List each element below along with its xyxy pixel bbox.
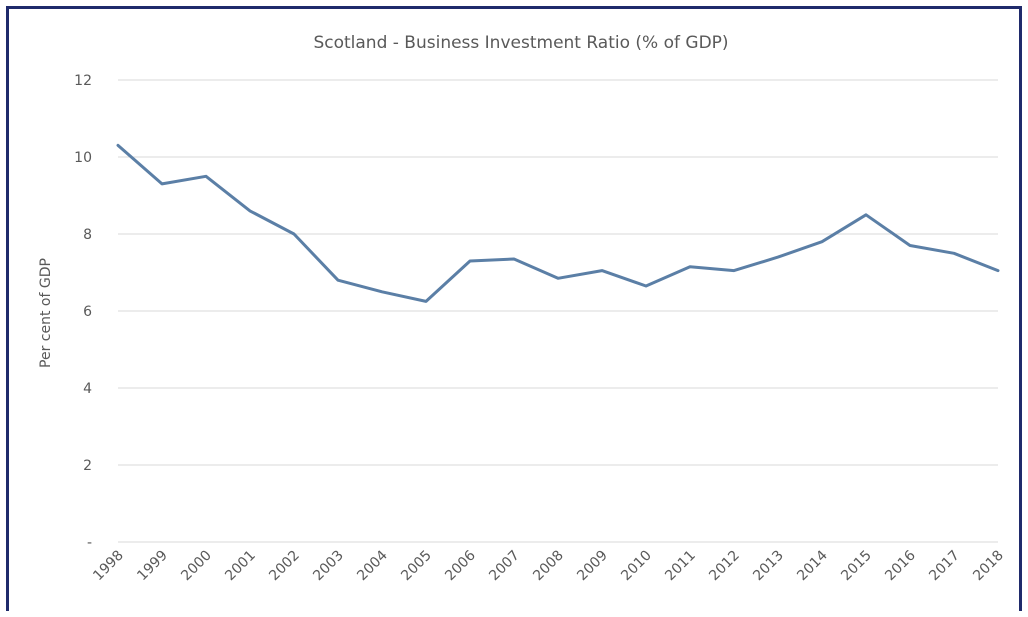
x-tick-labels: 1998 1999 2000 2001 2002 2003 2004 2005 2006 2007… xyxy=(90,547,1007,584)
x-tick-label: 2002 xyxy=(266,548,303,585)
x-tick-label: 2018 xyxy=(970,548,1007,585)
x-tick-label: 2006 xyxy=(442,547,479,584)
x-tick-label: 2012 xyxy=(706,548,743,585)
x-tick-label: 2004 xyxy=(354,547,391,584)
x-tick-label: 2003 xyxy=(310,548,347,585)
series-layer xyxy=(116,143,1000,303)
y-tick-label: 8 xyxy=(83,227,92,243)
x-tick-label: 2007 xyxy=(486,548,523,585)
x-tick-label: 2000 xyxy=(178,548,215,585)
chart-frame xyxy=(6,6,1022,611)
x-tick-label: 2016 xyxy=(882,547,919,584)
x-tick-label: 2011 xyxy=(662,548,699,585)
y-tick-label: 6 xyxy=(83,304,92,320)
x-tick-label: 2010 xyxy=(618,548,655,585)
y-tick-label: 10 xyxy=(74,150,92,166)
y-tick-label: 12 xyxy=(74,73,92,89)
y-tick-labels: - 2 4 6 8 10 12 xyxy=(74,73,92,551)
x-tick-label: 2008 xyxy=(530,548,567,585)
y-tick-label: - xyxy=(87,535,92,551)
gridlines xyxy=(118,79,998,543)
x-tick-label: 2005 xyxy=(398,548,435,585)
x-tick-label: 2015 xyxy=(838,548,875,585)
x-tick-label: 2014 xyxy=(794,547,831,584)
x-tick-label: 1998 xyxy=(90,548,127,585)
x-tick-label: 1999 xyxy=(134,548,171,585)
y-axis-label: Per cent of GDP xyxy=(38,258,54,368)
series-line xyxy=(116,143,1000,303)
x-tick-label: 2017 xyxy=(926,548,963,585)
y-tick-label: 2 xyxy=(83,458,92,474)
x-tick-label: 2001 xyxy=(222,548,259,585)
y-tick-label: 4 xyxy=(83,381,92,397)
x-tick-label: 2009 xyxy=(574,548,611,585)
x-tick-label: 2013 xyxy=(750,548,787,585)
chart-title: Scotland - Business Investment Ratio (% … xyxy=(313,33,728,53)
